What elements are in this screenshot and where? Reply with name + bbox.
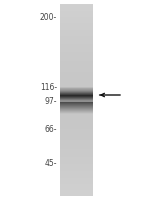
Text: 66-: 66-: [45, 124, 57, 134]
Text: 200-: 200-: [40, 12, 57, 21]
Text: 45-: 45-: [45, 158, 57, 167]
Text: 97-: 97-: [45, 97, 57, 106]
Text: 116-: 116-: [40, 83, 57, 92]
